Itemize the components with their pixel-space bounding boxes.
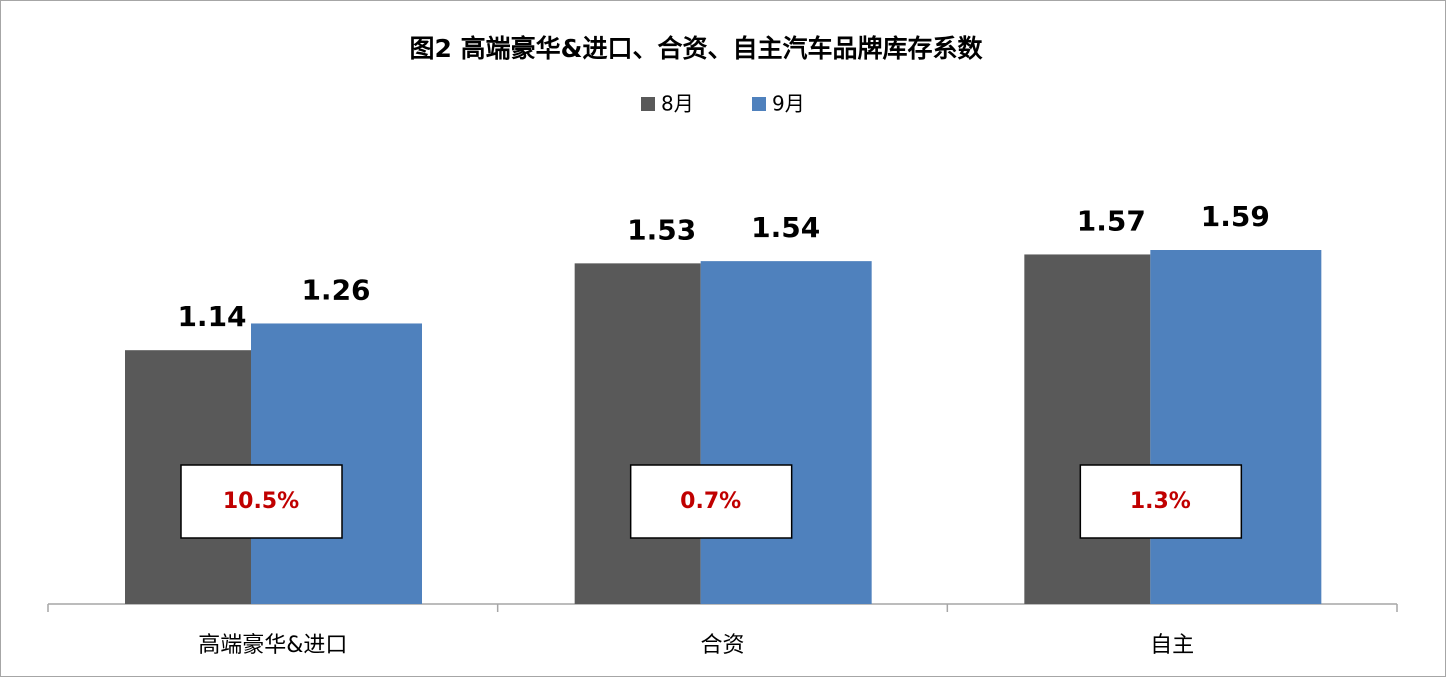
value-label: 1.53 bbox=[627, 213, 696, 246]
x-tick-label: 自主 bbox=[1150, 633, 1194, 658]
annotation-box bbox=[180, 464, 343, 539]
value-label: 1.57 bbox=[1077, 204, 1146, 237]
value-label: 1.14 bbox=[177, 300, 246, 333]
legend-label: 9月 bbox=[772, 92, 805, 116]
legend-label: 8月 bbox=[661, 92, 694, 116]
annotation: 10.5% bbox=[223, 489, 299, 514]
bar bbox=[700, 261, 872, 604]
value-label: 1.54 bbox=[751, 211, 820, 244]
bar bbox=[251, 323, 422, 604]
value-label: 1.59 bbox=[1201, 200, 1270, 233]
annotation-box bbox=[629, 464, 793, 539]
annotation: 1.3% bbox=[1130, 489, 1191, 514]
annotation-box bbox=[1079, 464, 1243, 539]
bar bbox=[574, 263, 701, 604]
x-tick-label: 高端豪华&进口 bbox=[198, 633, 347, 658]
x-tick-label: 合资 bbox=[700, 633, 744, 658]
annotation: 0.7% bbox=[680, 489, 741, 514]
legend-swatch bbox=[641, 97, 655, 111]
bar bbox=[1150, 250, 1322, 604]
legend-swatch bbox=[752, 97, 766, 111]
chart-title: 图2 高端豪华&进口、合资、自主汽车品牌库存系数 bbox=[410, 34, 984, 63]
value-label: 1.26 bbox=[301, 273, 370, 306]
bar bbox=[1024, 254, 1151, 605]
